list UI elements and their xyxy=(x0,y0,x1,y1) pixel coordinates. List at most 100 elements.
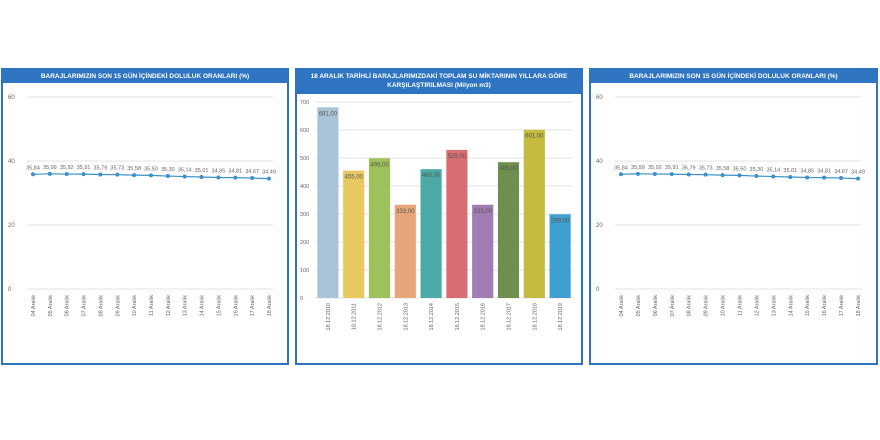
x-tick-label: 18.12.2016 xyxy=(481,303,487,331)
x-tick-label: 04 Aralık xyxy=(31,295,37,317)
data-label: 35,14 xyxy=(178,168,192,174)
bar xyxy=(497,162,520,298)
x-tick-label: 15 Aralık xyxy=(805,295,811,317)
data-label: 34,81 xyxy=(228,169,242,175)
data-label: 35,01 xyxy=(783,168,797,174)
data-point xyxy=(805,175,810,180)
x-tick-label: 15 Aralık xyxy=(216,295,222,317)
x-tick-label: 08 Aralık xyxy=(98,295,104,317)
x-tick-label: 06 Aralık xyxy=(65,295,71,317)
data-point xyxy=(115,172,120,177)
data-point xyxy=(98,172,103,177)
bar-chart-middle: 0 100 200 300 400 500 600 700 681,00 18.12.2010 45… xyxy=(300,100,573,331)
data-label: 35,73 xyxy=(699,166,713,172)
y-tick-label: 500 xyxy=(300,156,309,162)
data-label: 34,81 xyxy=(817,169,831,175)
x-tick-label: 14 Aralık xyxy=(200,295,206,317)
data-label: 333,00 xyxy=(474,209,493,215)
x-tick-label: 18 Aralık xyxy=(856,295,862,317)
data-label: 34,67 xyxy=(834,169,848,175)
data-label: 35,30 xyxy=(750,167,764,173)
data-point xyxy=(64,172,69,177)
x-tick-label: 17 Aralık xyxy=(839,295,845,317)
data-label: 34,49 xyxy=(851,170,865,176)
x-tick-label: 09 Aralık xyxy=(704,295,710,317)
bar xyxy=(394,204,416,298)
bar xyxy=(523,129,545,298)
data-label: 499,00 xyxy=(370,162,389,168)
x-tick-label: 04 Aralık xyxy=(619,295,625,317)
data-label: 601,00 xyxy=(525,134,544,140)
x-tick-label: 16 Aralık xyxy=(233,295,239,317)
x-tick-label: 09 Aralık xyxy=(115,295,121,317)
x-tick-label: 05 Aralık xyxy=(636,295,642,317)
line-chart-left: 0 20 40 60 35,84 04 Aralık 35,99 05 Aralık 35,92… xyxy=(8,95,276,317)
x-tick-label: 06 Aralık xyxy=(653,295,659,317)
data-point xyxy=(720,173,725,178)
data-label: 35,84 xyxy=(614,165,628,171)
x-tick-label: 13 Aralık xyxy=(183,295,189,317)
data-label: 455,00 xyxy=(345,175,364,181)
data-point xyxy=(737,173,742,178)
x-tick-label: 18.12.2019 xyxy=(558,303,564,331)
data-label: 681,00 xyxy=(319,111,338,117)
x-tick-label: 13 Aralık xyxy=(771,295,777,317)
data-point xyxy=(652,172,657,177)
line-chart-right: 0 20 40 60 35,84 04 Aralık 35,99 05 Aralık 35,92… xyxy=(596,95,865,317)
chart-panel-left: BARAJLARIMIZIN SON 15 GÜN İÇİNDEKİ DOLUL… xyxy=(1,68,289,365)
chart-panel-right: BARAJLARIMIZIN SON 15 GÜN İÇİNDEKİ DOLUL… xyxy=(589,68,878,365)
data-point xyxy=(635,171,640,176)
chart-title: BARAJLARIMIZIN SON 15 GÜN İÇİNDEKİ DOLUL… xyxy=(591,70,876,83)
bar xyxy=(420,169,442,298)
y-tick-label: 0 xyxy=(8,287,12,293)
y-tick-label: 700 xyxy=(300,100,309,106)
x-tick-label: 18.12.2014 xyxy=(429,303,435,331)
x-tick-label: 18.12.2018 xyxy=(532,303,538,331)
x-tick-label: 08 Aralık xyxy=(687,295,693,317)
x-tick-label: 12 Aralık xyxy=(166,295,172,317)
data-label: 35,79 xyxy=(94,165,108,171)
data-label: 460,00 xyxy=(422,173,441,179)
data-label: 333,00 xyxy=(396,209,415,215)
x-tick-label: 18.12.2017 xyxy=(507,303,513,331)
bar xyxy=(446,149,468,298)
data-label: 35,91 xyxy=(665,165,679,171)
data-label: 35,84 xyxy=(26,165,40,171)
data-label: 485,00 xyxy=(499,166,518,172)
x-tick-label: 18.12.2013 xyxy=(403,303,409,331)
data-label: 34,67 xyxy=(245,169,259,175)
data-label: 35,01 xyxy=(195,168,209,174)
data-label: 35,99 xyxy=(631,165,645,171)
data-point xyxy=(199,174,204,179)
x-tick-label: 18.12.2010 xyxy=(326,303,332,331)
data-point xyxy=(839,176,844,181)
y-tick-label: 200 xyxy=(300,240,309,246)
data-label: 299,00 xyxy=(551,218,570,224)
x-tick-label: 18 Aralık xyxy=(267,295,273,317)
y-tick-label: 20 xyxy=(596,223,603,229)
data-label: 35,99 xyxy=(43,165,57,171)
data-point xyxy=(754,174,759,179)
data-point xyxy=(822,175,827,180)
x-tick-label: 18.12.2012 xyxy=(378,303,384,331)
data-point xyxy=(788,174,793,179)
chart-title: BARAJLARIMIZIN SON 15 GÜN İÇİNDEKİ DOLUL… xyxy=(3,70,287,83)
data-label: 35,73 xyxy=(110,166,124,172)
data-label: 34,85 xyxy=(800,168,814,174)
data-label: 35,79 xyxy=(682,165,696,171)
chart-title: 18 ARALIK TARİHLİ BARAJLARIMIZDAKİ TOPLA… xyxy=(297,70,581,94)
y-tick-label: 100 xyxy=(300,268,309,274)
y-tick-label: 20 xyxy=(8,223,15,229)
y-tick-label: 0 xyxy=(596,287,600,293)
data-point xyxy=(165,174,170,179)
data-label: 34,49 xyxy=(262,170,276,176)
y-tick-label: 40 xyxy=(8,159,15,165)
x-tick-label: 17 Aralık xyxy=(250,295,256,317)
data-point xyxy=(703,172,708,177)
data-point xyxy=(132,173,137,178)
y-tick-label: 400 xyxy=(300,184,309,190)
x-tick-label: 14 Aralık xyxy=(788,295,794,317)
y-tick-label: 300 xyxy=(300,212,309,218)
data-label: 529,00 xyxy=(448,154,467,160)
data-point xyxy=(669,172,674,177)
